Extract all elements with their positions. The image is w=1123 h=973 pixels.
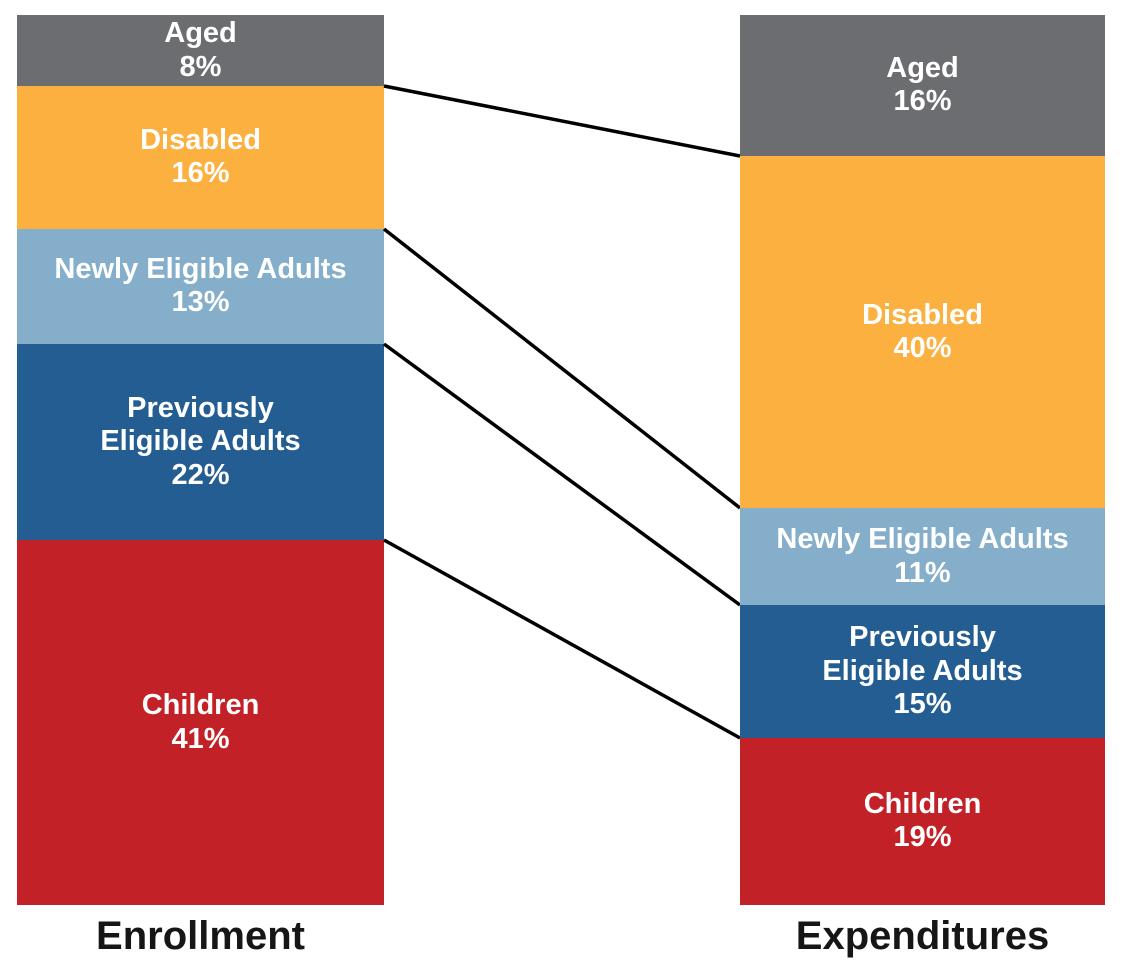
connector-line-aged-boundary [383,84,741,158]
segment-value-text: 41% [171,722,230,755]
segment-category-text: Aged [886,51,959,84]
segment-label: Disabled 16% [140,124,261,191]
enrollment-axis-label: Enrollment [96,914,305,958]
segment-category-text: Eligible Adults [100,425,301,458]
segment-label: Children 41% [142,689,260,756]
segment-label: Aged 16% [886,52,959,119]
connector-line-disabled-boundary [382,227,742,510]
segment-label: Newly Eligible Adults 13% [54,253,346,320]
segment-label: Aged 8% [164,17,237,84]
segment-aged-enrollment: Aged 8% [17,15,384,87]
segment-category-text: Aged [164,16,237,49]
segment-newly-eligible-adults-expenditures: Newly Eligible Adults 11% [740,508,1105,606]
segment-newly-eligible-adults-enrollment: Newly Eligible Adults 13% [17,228,384,345]
segment-previously-eligible-adults-expenditures: Previously Eligible Adults 15% [740,605,1105,738]
segment-children-expenditures: Children 19% [740,737,1105,905]
segment-label: Previously Eligible Adults 15% [822,621,1022,722]
segment-value-text: 16% [171,157,230,190]
segment-value-text: 15% [893,688,952,721]
segment-category-text: Children [863,787,982,820]
segment-category-text: Children [141,688,260,721]
segment-category-text: Eligible Adults [822,654,1023,687]
segment-value-text: 19% [893,821,952,854]
segment-category-text: Previously [849,621,996,654]
segment-value-text: 8% [179,50,222,83]
connector-line-previously-eligible-adults-boundary [383,538,741,740]
segment-value-text: 11% [894,556,951,589]
expenditures-bar: Aged 16% Disabled 40% Newly Eligible Adults 1… [740,15,1105,905]
segment-value-text: 40% [893,332,952,365]
enrollment-bar: Aged 8% Disabled 16% Newly Eligible Adults 13… [17,15,384,906]
segment-category-text: Newly Eligible Adults [54,252,347,285]
segment-children-enrollment: Children 41% [17,540,384,906]
segment-value-text: 13% [171,286,230,319]
segment-category-text: Disabled [862,298,983,331]
expenditures-axis-label: Expenditures [795,914,1050,958]
segment-value-text: 22% [171,459,230,492]
segment-label: Newly Eligible Adults 11% [776,523,1068,590]
segment-category-text: Previously [127,391,274,424]
connector-line-newly-eligible-adults-boundary [382,342,742,607]
segment-disabled-expenditures: Disabled 40% [740,155,1105,509]
segment-label: Children 19% [864,788,982,855]
segment-aged-expenditures: Aged 16% [740,15,1105,156]
segment-value-text: 16% [893,85,952,118]
segment-disabled-enrollment: Disabled 16% [17,86,384,229]
segment-category-text: Newly Eligible Adults [776,523,1069,556]
segment-label: Disabled 40% [862,299,983,366]
segment-previously-eligible-adults-enrollment: Previously Eligible Adults 22% [17,344,384,541]
segment-label: Previously Eligible Adults 22% [100,392,300,493]
segment-category-text: Disabled [140,123,261,156]
